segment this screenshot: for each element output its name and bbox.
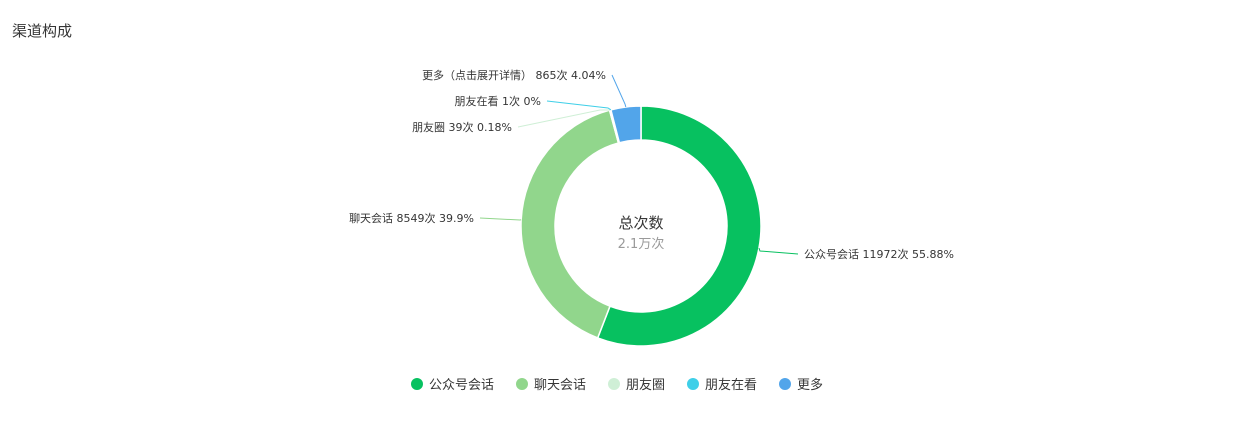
- donut-slices: [520, 105, 762, 347]
- slice-1-leader-line: [479, 217, 522, 221]
- legend-dot: [779, 377, 792, 390]
- donut-chart: 公众号会话 11972次 55.88% 聊天会话 8549次 39.9% 朋友圈 3…: [349, 68, 954, 347]
- slice-2-leader-line: [517, 109, 611, 128]
- slice-3-leader-line: [546, 100, 612, 111]
- legend-item-3[interactable]: 朋友在看: [687, 374, 757, 393]
- legend-item-4[interactable]: 更多: [779, 374, 823, 393]
- slice-4-label: 更多（点击展开详情） 865次 4.04%: [422, 68, 606, 82]
- slice-4-leader-line: [611, 74, 627, 108]
- legend-label: 朋友圈: [625, 378, 665, 393]
- legend-item-0[interactable]: 公众号会话: [410, 374, 494, 393]
- panel-title: 渠道构成: [12, 22, 73, 40]
- chart-legend: 公众号会话 聊天会话 朋友圈 朋友在看 更多: [0, 374, 1234, 393]
- slice-1-label: 聊天会话 8549次 39.9%: [349, 211, 474, 225]
- legend-dot: [607, 377, 620, 390]
- slice-0[interactable]: [596, 105, 762, 347]
- slice-3-label: 朋友在看 1次 0%: [455, 94, 541, 108]
- slice-4[interactable]: [609, 105, 642, 144]
- slice-2-label: 朋友圈 39次 0.18%: [412, 120, 512, 134]
- slice-labels: 公众号会话 11972次 55.88% 聊天会话 8549次 39.9% 朋友圈 3…: [349, 68, 954, 261]
- legend-item-2[interactable]: 朋友圈: [607, 374, 665, 393]
- legend-label: 更多: [797, 378, 824, 393]
- slice-0-label: 公众号会话 11972次 55.88%: [804, 247, 954, 261]
- legend-dot: [687, 377, 699, 390]
- legend-label: 聊天会话: [533, 378, 586, 393]
- leader-lines: [479, 74, 799, 255]
- legend-item-1[interactable]: 聊天会话: [515, 374, 586, 393]
- slice-1[interactable]: [520, 109, 620, 339]
- legend-dot: [515, 377, 528, 390]
- legend-label: 公众号会话: [428, 378, 494, 393]
- slice-0-leader-line: [758, 247, 799, 255]
- center-title: 总次数: [618, 214, 663, 232]
- center-value: 2.1万次: [618, 236, 665, 252]
- legend-dot: [410, 377, 423, 390]
- legend-label: 朋友在看: [705, 378, 758, 393]
